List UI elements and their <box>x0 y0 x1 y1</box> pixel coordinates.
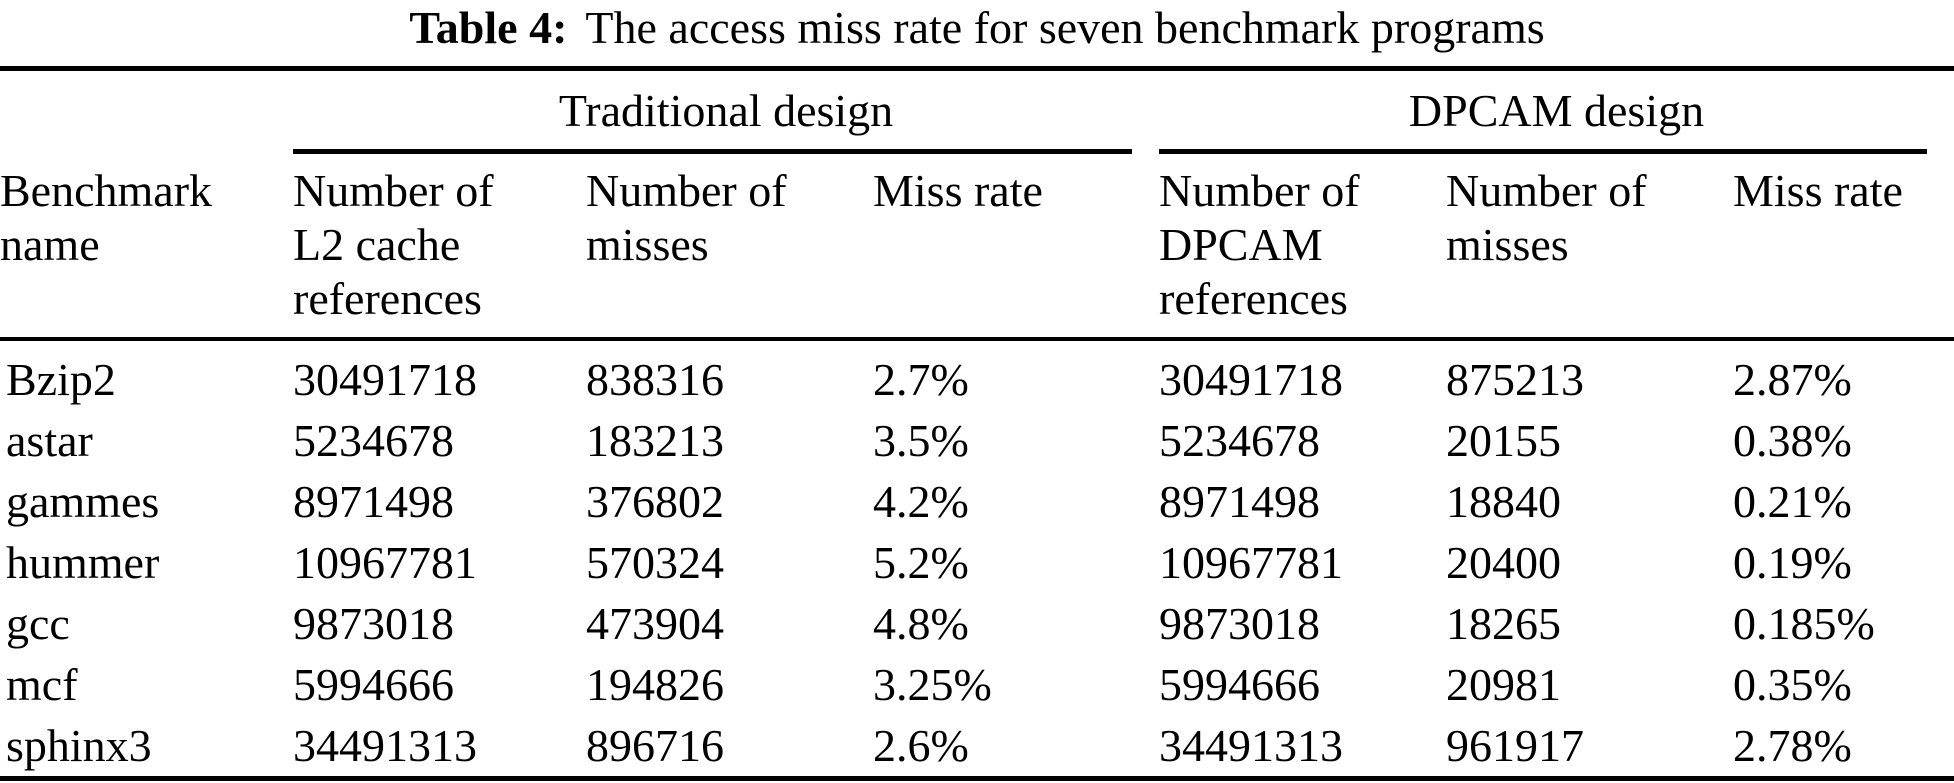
value-cell: 0.38% <box>1733 415 1852 466</box>
traditional-group-rule <box>293 149 1132 154</box>
value-cell: 3.5% <box>873 415 969 466</box>
col-header-dpcam-references: Number of DPCAM references <box>1159 154 1446 341</box>
benchmark-name-cell: astar <box>6 415 93 466</box>
value-cell: 18840 <box>1446 476 1561 527</box>
col-header-dpcam-miss-rate: Miss rate <box>1733 154 1954 341</box>
col-header-l2-references: Number of L2 cache references <box>293 154 586 341</box>
value-cell: 838316 <box>586 354 724 405</box>
value-cell: 20981 <box>1446 659 1561 710</box>
value-cell: 30491718 <box>1159 354 1343 405</box>
col-header-traditional-miss-rate: Miss rate <box>873 154 1159 341</box>
value-cell: 20155 <box>1446 415 1561 466</box>
value-cell: 10967781 <box>1159 537 1343 588</box>
value-cell: 5234678 <box>293 415 454 466</box>
value-cell: 2.87% <box>1733 354 1852 405</box>
cmidrule-row <box>0 149 1954 154</box>
value-cell: 5.2% <box>873 537 969 588</box>
value-cell: 30491718 <box>293 354 477 405</box>
value-cell: 9873018 <box>1159 598 1320 649</box>
table-row: mcf 5994666 194826 3.25% 5994666 20981 0.35% <box>0 654 1954 715</box>
column-header-row: Benchmark name Number of L2 cache refere… <box>0 154 1954 341</box>
value-cell: 8971498 <box>293 476 454 527</box>
table-caption: Table 4: The access miss rate for seven … <box>0 0 1954 66</box>
cmidrule-cell-dpcam <box>1159 149 1954 154</box>
value-cell: 0.35% <box>1733 659 1852 710</box>
dpcam-group-rule <box>1159 149 1927 154</box>
value-cell: 194826 <box>586 659 724 710</box>
col-header-benchmark-name: Benchmark name <box>0 154 293 341</box>
value-cell: 0.185% <box>1733 598 1875 649</box>
value-cell: 5994666 <box>293 659 454 710</box>
value-cell: 2.6% <box>873 720 969 771</box>
table-row: gcc 9873018 473904 4.8% 9873018 18265 0.185% <box>0 593 1954 654</box>
value-cell: 4.8% <box>873 598 969 649</box>
table-head: Traditional design DPCAM design Benchmar… <box>0 69 1954 341</box>
group-header-stub <box>0 69 293 150</box>
value-cell: 2.7% <box>873 354 969 405</box>
cmidrule-cell-traditional <box>293 149 1159 154</box>
value-cell: 3.25% <box>873 659 992 710</box>
caption-label: Table 4: <box>409 2 568 53</box>
value-cell: 875213 <box>1446 354 1584 405</box>
value-cell: 2.78% <box>1733 720 1852 771</box>
value-cell: 570324 <box>586 537 724 588</box>
value-cell: 473904 <box>586 598 724 649</box>
value-cell: 183213 <box>586 415 724 466</box>
value-cell: 20400 <box>1446 537 1561 588</box>
value-cell: 896716 <box>586 720 724 771</box>
benchmark-name-cell: gcc <box>6 598 70 649</box>
benchmark-name-cell: sphinx3 <box>6 720 152 771</box>
value-cell: 8971498 <box>1159 476 1320 527</box>
table-row: hummer 10967781 570324 5.2% 10967781 20400 0.1… <box>0 532 1954 593</box>
col-header-traditional-misses: Number of misses <box>586 154 873 341</box>
value-cell: 9873018 <box>293 598 454 649</box>
col-header-dpcam-misses: Number of misses <box>1446 154 1733 341</box>
group-header-dpcam: DPCAM design <box>1408 84 1705 136</box>
group-header-traditional: Traditional design <box>558 84 894 136</box>
value-cell: 5234678 <box>1159 415 1320 466</box>
benchmark-name-cell: mcf <box>6 659 78 710</box>
value-cell: 0.21% <box>1733 476 1852 527</box>
table-row: Bzip2 30491718 838316 2.7% 30491718 875213 2.8… <box>0 339 1954 410</box>
value-cell: 18265 <box>1446 598 1561 649</box>
value-cell: 961917 <box>1446 720 1584 771</box>
table-row: sphinx3 34491313 896716 2.6% 34491313 961917 2… <box>0 715 1954 779</box>
table-body: Bzip2 30491718 838316 2.7% 30491718 875213 2.8… <box>0 339 1954 779</box>
benchmark-name-cell: hummer <box>6 537 160 588</box>
value-cell: 5994666 <box>1159 659 1320 710</box>
value-cell: 376802 <box>586 476 724 527</box>
benchmark-name-cell: Bzip2 <box>6 354 116 405</box>
value-cell: 10967781 <box>293 537 477 588</box>
table-row: gammes 8971498 376802 4.2% 8971498 18840 0.21% <box>0 471 1954 532</box>
value-cell: 34491313 <box>293 720 477 771</box>
value-cell: 34491313 <box>1159 720 1343 771</box>
benchmark-table: Traditional design DPCAM design Benchmar… <box>0 66 1954 781</box>
group-header-row: Traditional design DPCAM design <box>0 69 1954 150</box>
table-row: astar 5234678 183213 3.5% 5234678 20155 0.38% <box>0 410 1954 471</box>
benchmark-name-cell: gammes <box>6 476 160 527</box>
caption-text: The access miss rate for seven benchmark… <box>585 2 1545 53</box>
value-cell: 4.2% <box>873 476 969 527</box>
value-cell: 0.19% <box>1733 537 1852 588</box>
